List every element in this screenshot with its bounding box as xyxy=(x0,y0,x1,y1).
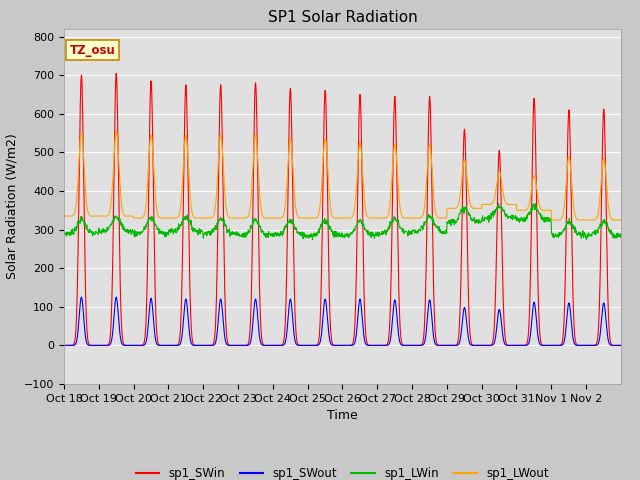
sp1_SWin xyxy=(148,81,156,87)
sp1_SWin xyxy=(113,70,120,76)
sp1_LWout xyxy=(556,217,564,223)
Line: sp1_LWin: sp1_LWin xyxy=(64,204,621,240)
Line: sp1_LWout: sp1_LWout xyxy=(64,131,621,220)
Legend: sp1_SWin, sp1_SWout, sp1_LWin, sp1_LWout: sp1_SWin, sp1_SWout, sp1_LWin, sp1_LWout xyxy=(131,462,554,480)
sp1_LWout xyxy=(611,217,618,223)
sp1_LWin xyxy=(611,235,618,241)
Title: SP1 Solar Radiation: SP1 Solar Radiation xyxy=(268,10,417,25)
sp1_LWout xyxy=(617,217,625,223)
Y-axis label: Solar Radiation (W/m2): Solar Radiation (W/m2) xyxy=(5,133,19,279)
sp1_SWin xyxy=(556,343,563,348)
sp1_SWout xyxy=(317,331,325,336)
sp1_LWout xyxy=(148,133,156,139)
sp1_LWout xyxy=(474,205,482,211)
sp1_LWin xyxy=(60,228,68,234)
sp1_SWout xyxy=(328,342,336,348)
sp1_SWin xyxy=(328,339,336,345)
Line: sp1_SWout: sp1_SWout xyxy=(64,297,621,346)
sp1_SWout xyxy=(610,343,618,348)
sp1_SWin xyxy=(617,343,625,348)
sp1_LWin xyxy=(328,228,336,234)
sp1_LWin xyxy=(317,223,325,229)
Line: sp1_SWin: sp1_SWin xyxy=(64,73,621,346)
sp1_LWout xyxy=(317,184,325,190)
sp1_LWin xyxy=(495,201,502,206)
sp1_LWin xyxy=(556,230,564,236)
sp1_SWout xyxy=(148,296,156,302)
sp1_SWout xyxy=(556,343,563,348)
sp1_LWin xyxy=(147,216,155,221)
sp1_LWout xyxy=(113,128,120,134)
sp1_LWin xyxy=(617,231,625,237)
sp1_LWin xyxy=(308,237,316,243)
X-axis label: Time: Time xyxy=(327,409,358,422)
sp1_SWout xyxy=(617,343,625,348)
sp1_SWin xyxy=(317,268,325,274)
sp1_SWin xyxy=(474,343,482,348)
sp1_SWin xyxy=(60,343,68,348)
sp1_LWout xyxy=(548,217,556,223)
sp1_LWin xyxy=(474,219,482,225)
sp1_SWout xyxy=(474,343,482,348)
sp1_SWin xyxy=(610,343,618,348)
sp1_LWout xyxy=(328,212,336,218)
sp1_SWout xyxy=(77,294,85,300)
sp1_LWout xyxy=(60,213,68,219)
sp1_SWout xyxy=(60,343,68,348)
Text: TZ_osu: TZ_osu xyxy=(70,44,115,57)
